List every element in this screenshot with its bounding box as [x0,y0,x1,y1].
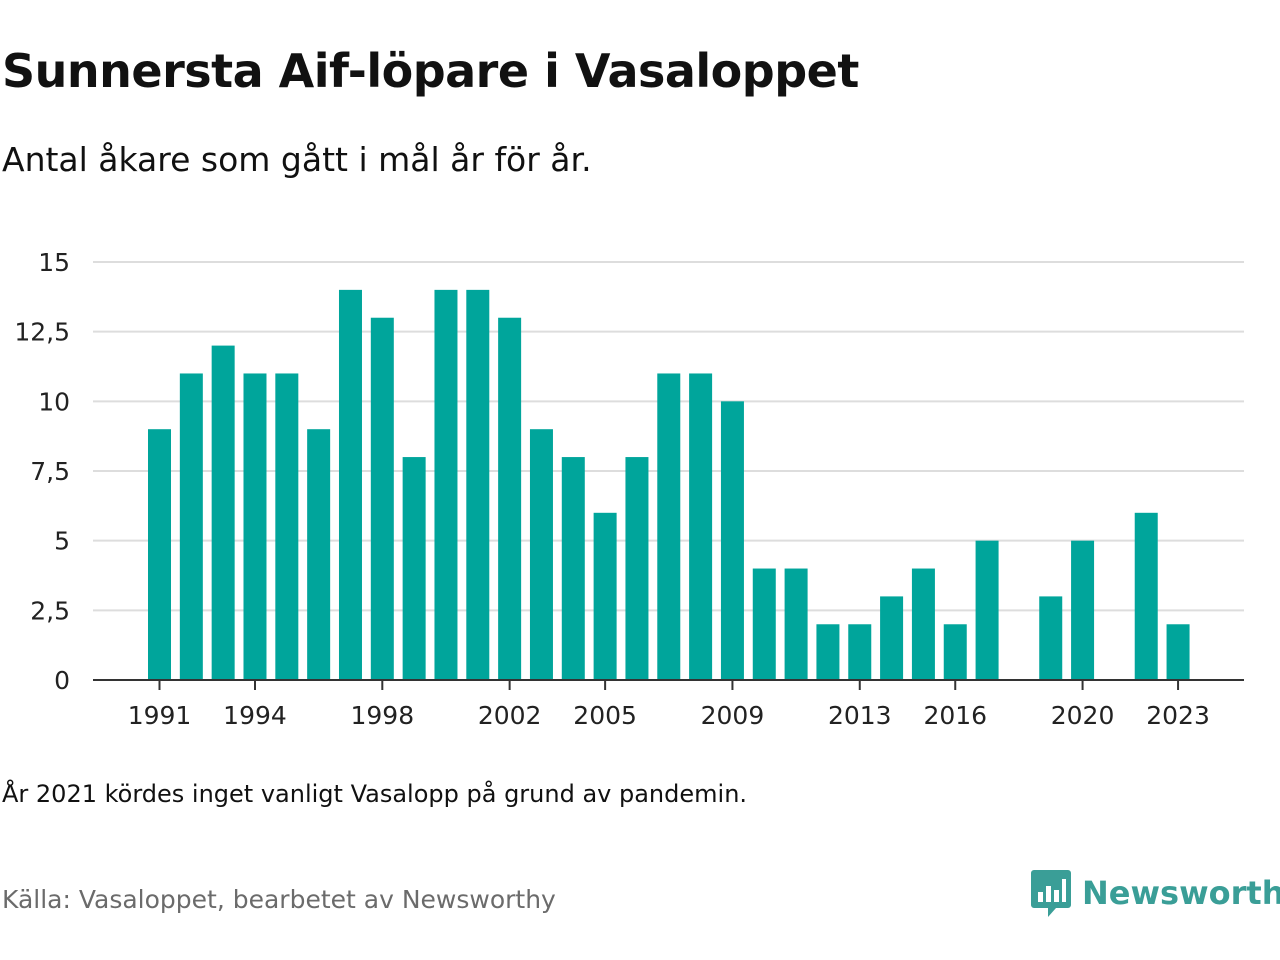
bar-2019 [1039,596,1063,680]
bar-2005 [593,512,617,680]
bar-2016 [943,624,967,680]
x-tick-label: 1998 [350,701,414,730]
bar-2012 [816,624,840,680]
bar-2010 [752,568,776,680]
bar-2022 [1134,512,1158,680]
y-tick-label: 5 [54,527,70,556]
y-tick-label: 15 [38,248,70,277]
bar-1998 [370,317,394,680]
x-tick-label: 1991 [128,701,192,730]
x-tick-label: 2020 [1051,701,1115,730]
y-tick-label: 12,5 [14,318,70,347]
bar-2014 [880,596,904,680]
source-text: Källa: Vasaloppet, bearbetet av Newswort… [2,885,556,914]
y-tick-label: 7,5 [30,457,70,486]
bar-2023 [1166,624,1190,680]
bar-2011 [784,568,808,680]
bar-2001 [466,289,490,680]
bar-2003 [529,429,553,680]
brand-name: Newsworthy [1082,874,1280,912]
bar-2020 [1071,540,1095,680]
y-tick-label: 2,5 [30,596,70,625]
bar-2013 [848,624,872,680]
chart-note: År 2021 kördes inget vanligt Vasalopp på… [2,780,748,808]
bar-2004 [561,457,585,680]
bar-2000 [434,289,458,680]
bar-1996 [307,429,331,680]
y-tick-label: 0 [54,666,70,695]
brand[interactable]: Newsworthy [1030,868,1280,918]
bar-2008 [689,373,713,680]
bar-2015 [911,568,935,680]
bar-1992 [179,373,203,680]
bar-1999 [402,457,426,680]
x-tick-label: 2002 [478,701,542,730]
chart-subtitle: Antal åkare som gått i mål år för år. [2,140,592,179]
bar-chart-speech-bubble-icon [1031,870,1071,917]
x-tick-label: 2023 [1146,701,1210,730]
bar-chart: 0 2,5 5 7,5 10 12,5 15 1991 1994 1998 2002 2005 2009… [14,248,1244,730]
bar-1991 [148,429,171,680]
bar-1994 [243,373,267,680]
bar-2007 [657,373,681,680]
x-tick-label: 2013 [828,701,892,730]
bar-2006 [625,457,649,680]
bar-1995 [275,373,299,680]
y-tick-label: 10 [38,387,70,416]
x-tick-label: 2016 [923,701,987,730]
bar-2009 [720,401,744,680]
x-tick-label: 1994 [223,701,287,730]
x-tick-label: 2009 [701,701,765,730]
bar-1993 [211,345,235,680]
bar-2002 [498,317,522,680]
bar-1997 [338,289,362,680]
bar-2017 [975,540,999,680]
x-tick-label: 2005 [573,701,637,730]
chart-title: Sunnersta Aif-löpare i Vasaloppet [2,44,859,98]
